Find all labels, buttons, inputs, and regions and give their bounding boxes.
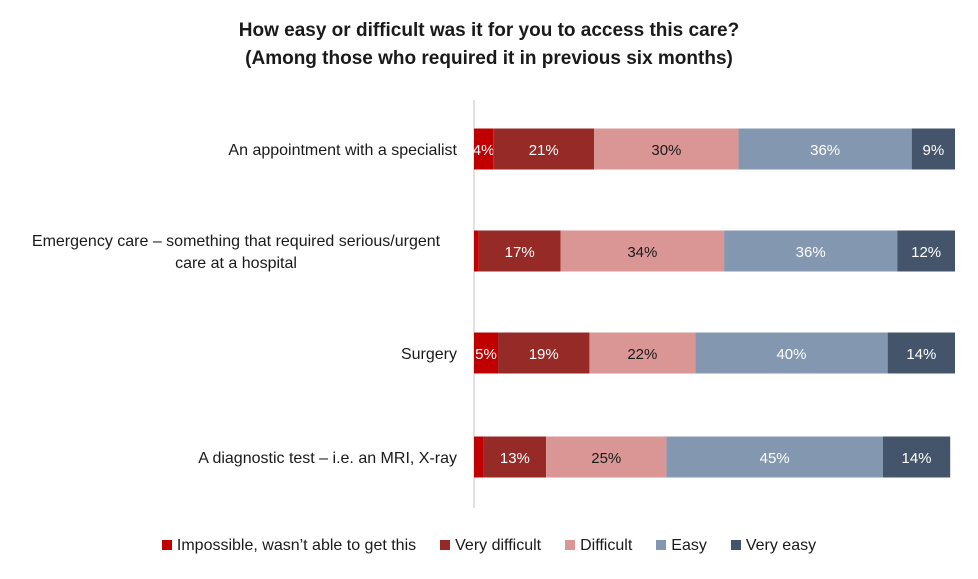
legend-label: Easy (671, 537, 707, 554)
data-label: 17% (505, 244, 535, 261)
bar-segment (478, 230, 561, 272)
data-label: 30% (651, 142, 681, 159)
chart-legend: Impossible, wasn’t able to get this Very … (0, 537, 978, 555)
data-label: 4% (473, 142, 495, 159)
legend-item: Easy (656, 537, 707, 555)
legend-item: Difficult (565, 537, 632, 555)
data-label: 21% (529, 142, 559, 159)
bar-segment (498, 332, 590, 374)
bar-segment (474, 436, 484, 478)
bar-segment (483, 436, 547, 478)
chart-title: How easy or difficult was it for you to … (0, 17, 978, 73)
bar-segment (724, 230, 898, 272)
category-label: A diagnostic test – i.e. an MRI, X-ray (198, 450, 457, 467)
data-label: 12% (911, 244, 941, 261)
bar-segment (911, 128, 955, 170)
bar-segment (594, 128, 739, 170)
bar-segment (474, 230, 479, 272)
bar-segment (666, 436, 883, 478)
legend-swatch (161, 539, 172, 550)
data-label: 13% (500, 450, 530, 467)
category-label: Emergency care – something that required… (32, 233, 441, 250)
data-label: 45% (760, 450, 790, 467)
data-label: 9% (923, 142, 945, 159)
legend-item: Very easy (730, 537, 817, 555)
chart-title-line: How easy or difficult was it for you to … (238, 20, 740, 41)
legend-label: Very easy (745, 537, 817, 554)
legend-item: Very difficult (440, 537, 541, 555)
bar-segment (474, 332, 499, 374)
category-label: An appointment with a specialist (228, 142, 457, 159)
data-label: 25% (591, 450, 621, 467)
legend-label: Difficult (580, 537, 633, 554)
bar-segment (546, 436, 667, 478)
category-label: Surgery (401, 346, 457, 363)
category-label: care at a hospital (175, 255, 297, 272)
bar-segment (887, 332, 955, 374)
legend-swatch (730, 539, 741, 550)
legend-swatch (565, 539, 576, 550)
data-label: 22% (627, 346, 657, 363)
data-label: 14% (902, 450, 932, 467)
legend-label: Impossible, wasn’t able to get this (176, 537, 417, 554)
legend-swatch (440, 539, 451, 550)
data-label: 40% (776, 346, 806, 363)
chart-subtitle-line: (Among those who required it in previous… (245, 48, 733, 69)
data-label: 34% (627, 244, 657, 261)
data-label: 19% (529, 346, 559, 363)
legend-swatch (656, 539, 667, 550)
bar-segment (589, 332, 696, 374)
legend-label: Very difficult (455, 537, 542, 554)
bar-segment (882, 436, 951, 478)
bar-segment (474, 128, 494, 170)
bar-segment (897, 230, 955, 272)
data-label: 14% (906, 346, 936, 363)
data-label: 5% (475, 346, 497, 363)
bar-segment (695, 332, 888, 374)
data-label: 36% (810, 142, 840, 159)
data-label: 36% (796, 244, 826, 261)
bar-segment (493, 128, 595, 170)
bar-segment (560, 230, 725, 272)
legend-item: Impossible, wasn’t able to get this (161, 537, 417, 555)
bar-segment (738, 128, 912, 170)
